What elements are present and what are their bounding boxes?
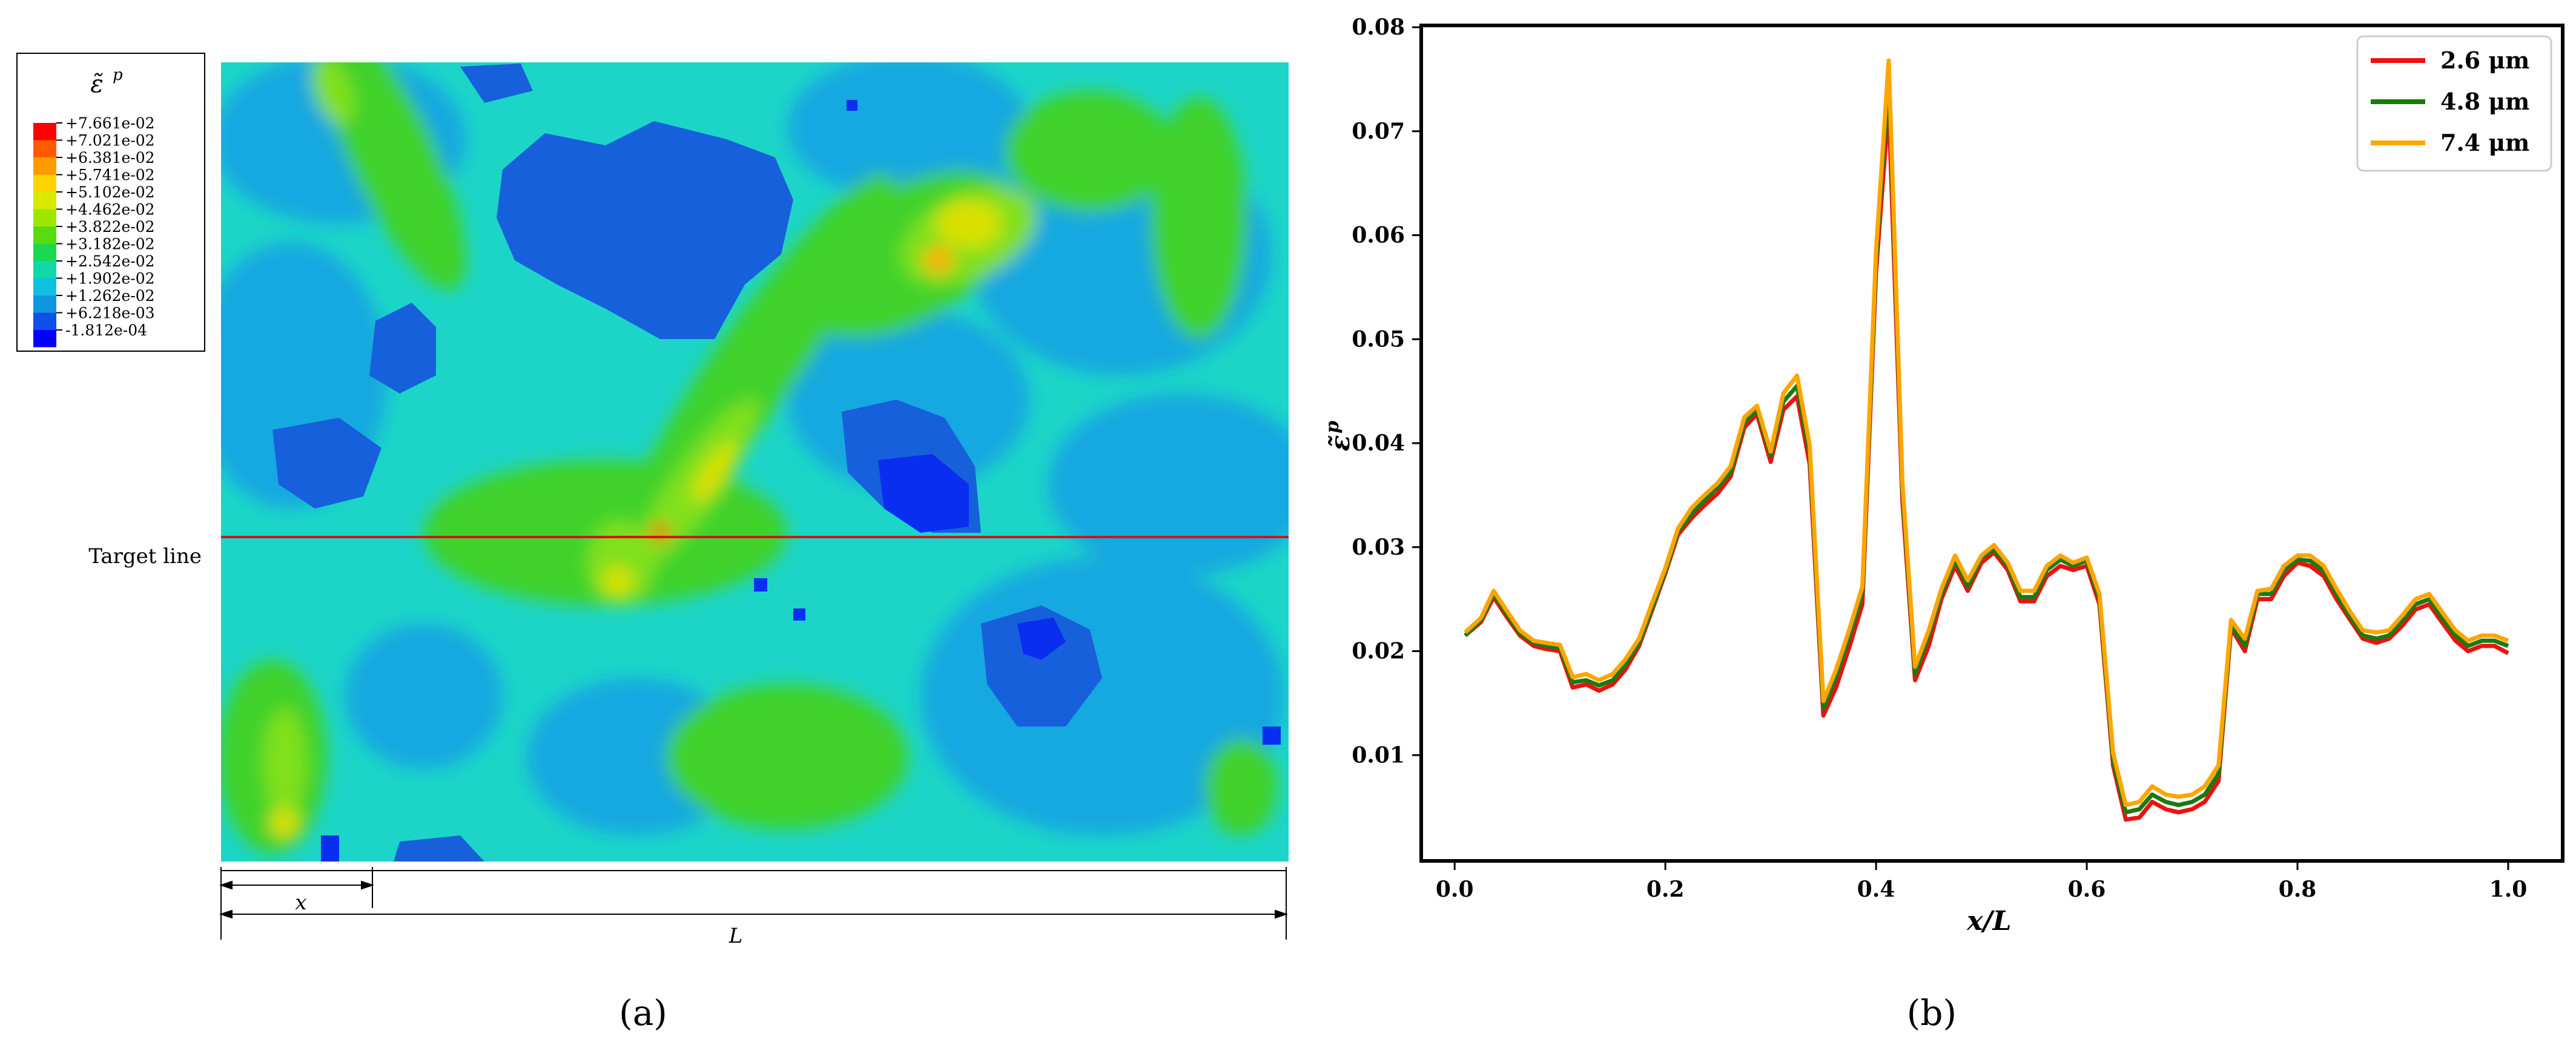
y-tick-label: 0.05 <box>1352 326 1405 352</box>
contour-region <box>369 303 436 394</box>
contour-region <box>460 64 533 103</box>
y-axis-label: ε̃ <box>1325 435 1356 452</box>
legend-level-label: -1.812e-04 <box>65 321 147 339</box>
contour-region <box>666 684 908 829</box>
contour-region <box>1017 618 1066 660</box>
y-tick-label: 0.03 <box>1352 535 1405 560</box>
panel-a: ε̃ p +7.661e-02+7.021e-02+6.381e-02+5.74… <box>16 53 1289 1033</box>
legend-level-label: +5.741e-02 <box>65 166 155 184</box>
x-tick-label: 0.2 <box>1646 877 1685 902</box>
chart-legend: 2.6 μm 4.8 μm 7.4 μm <box>2356 35 2552 172</box>
contour-region <box>345 624 503 769</box>
contour-region <box>269 808 300 839</box>
contour-map <box>221 62 1289 862</box>
legend-level-label: +7.021e-02 <box>65 132 155 150</box>
legend-title: ε̃ <box>90 70 103 98</box>
contour-region <box>793 608 805 621</box>
legend-entry-label: 7.4 μm <box>2440 129 2529 156</box>
contour-region <box>1005 91 1175 212</box>
legend-swatch <box>33 192 56 209</box>
contour-region <box>394 835 484 862</box>
legend-level-label: +1.262e-02 <box>65 287 155 305</box>
contour-region <box>936 200 1002 248</box>
legend-level-label: +6.218e-03 <box>65 305 155 322</box>
x-tick-label: 0.0 <box>1436 877 1474 902</box>
panel-b-label: (b) <box>1907 992 1957 1033</box>
dimension-lines <box>219 867 1289 940</box>
y-tick-label: 0.08 <box>1352 15 1405 40</box>
contour-region <box>1048 394 1289 575</box>
x-tick-label: 0.4 <box>1857 877 1895 902</box>
contour-region <box>263 708 306 817</box>
y-axis: 0.01 0.02 0.03 0.04 0.05 0.06 0.07 0.08 <box>1352 15 1423 768</box>
legend-swatch <box>33 261 56 278</box>
target-line-label: Target line <box>88 544 202 568</box>
y-tick-label: 0.07 <box>1352 119 1405 144</box>
x-tick-label: 1.0 <box>2489 877 2528 902</box>
legend-swatch <box>33 330 56 348</box>
legend-level-label: +2.542e-02 <box>65 252 155 270</box>
legend-swatches <box>33 123 56 348</box>
series-line <box>1464 71 2509 815</box>
contour-region <box>312 62 354 126</box>
contour-region <box>1263 727 1281 745</box>
legend-level-label: +5.102e-02 <box>65 183 155 201</box>
legend-swatch <box>33 312 56 330</box>
x-tick-label: 0.8 <box>2279 877 2317 902</box>
legend-level-label: +4.462e-02 <box>65 201 155 219</box>
legend-swatch <box>33 243 56 261</box>
contour-region <box>272 418 381 509</box>
legend-level-label: +3.822e-02 <box>65 218 155 236</box>
x-axis: 0.0 0.2 0.4 0.6 0.8 1.0 <box>1436 859 2527 902</box>
contour-region <box>497 121 793 339</box>
contour-region <box>847 100 857 111</box>
legend-swatch <box>33 174 56 192</box>
legend-title-sup: p <box>113 66 123 84</box>
legend-swatch <box>33 295 56 313</box>
legend-level-label: +1.902e-02 <box>65 270 155 288</box>
legend-swatch <box>33 157 56 175</box>
contour-region <box>981 605 1102 727</box>
contour-region <box>923 247 954 274</box>
panel-b: 0.010.020.030.040.050.060.070.08 0.0 0.2 0… <box>1322 15 2564 1033</box>
legend-labels: +7.661e-02+7.021e-02+6.381e-02+5.741e-02… <box>56 114 155 339</box>
L-dimension-label: L <box>728 924 743 948</box>
legend-level-label: +3.182e-02 <box>65 236 155 253</box>
y-tick-label: 0.01 <box>1352 742 1405 768</box>
contour-region <box>1205 739 1278 835</box>
legend-level-label: +6.381e-02 <box>65 149 155 166</box>
contour-region <box>1151 97 1247 339</box>
legend-entry-label: 4.8 μm <box>2440 88 2529 115</box>
y-tick-label: 0.04 <box>1352 430 1405 456</box>
contour-region <box>321 835 339 862</box>
colorbar-legend: ε̃ p +7.661e-02+7.021e-02+6.381e-02+5.74… <box>16 53 205 352</box>
legend-entry-label: 2.6 μm <box>2440 47 2529 74</box>
x-axis-label: x/L <box>1966 906 2011 937</box>
legend-swatch <box>33 278 56 295</box>
legend-level-label: +7.661e-02 <box>65 114 155 132</box>
legend-swatch <box>33 226 56 244</box>
x-tick-label: 0.6 <box>2068 877 2106 902</box>
series-line <box>1464 58 2509 808</box>
legend-swatch <box>33 123 56 140</box>
y-axis-label-sup: p <box>1322 421 1343 433</box>
contour-region <box>787 62 1029 200</box>
legend-swatch <box>33 140 56 157</box>
contour-region <box>691 441 738 503</box>
panel-a-label: (a) <box>619 992 667 1033</box>
contour-region <box>878 454 969 533</box>
y-tick-label: 0.06 <box>1352 223 1405 248</box>
legend-swatch <box>33 209 56 226</box>
contour-region <box>652 524 669 541</box>
contour-region <box>603 566 633 596</box>
contour-region <box>321 62 466 291</box>
y-tick-label: 0.02 <box>1352 639 1405 664</box>
contour-region <box>754 578 767 592</box>
series-line <box>1464 103 2509 822</box>
series-lines <box>1464 58 2509 822</box>
x-dimension-label: x <box>295 891 306 915</box>
